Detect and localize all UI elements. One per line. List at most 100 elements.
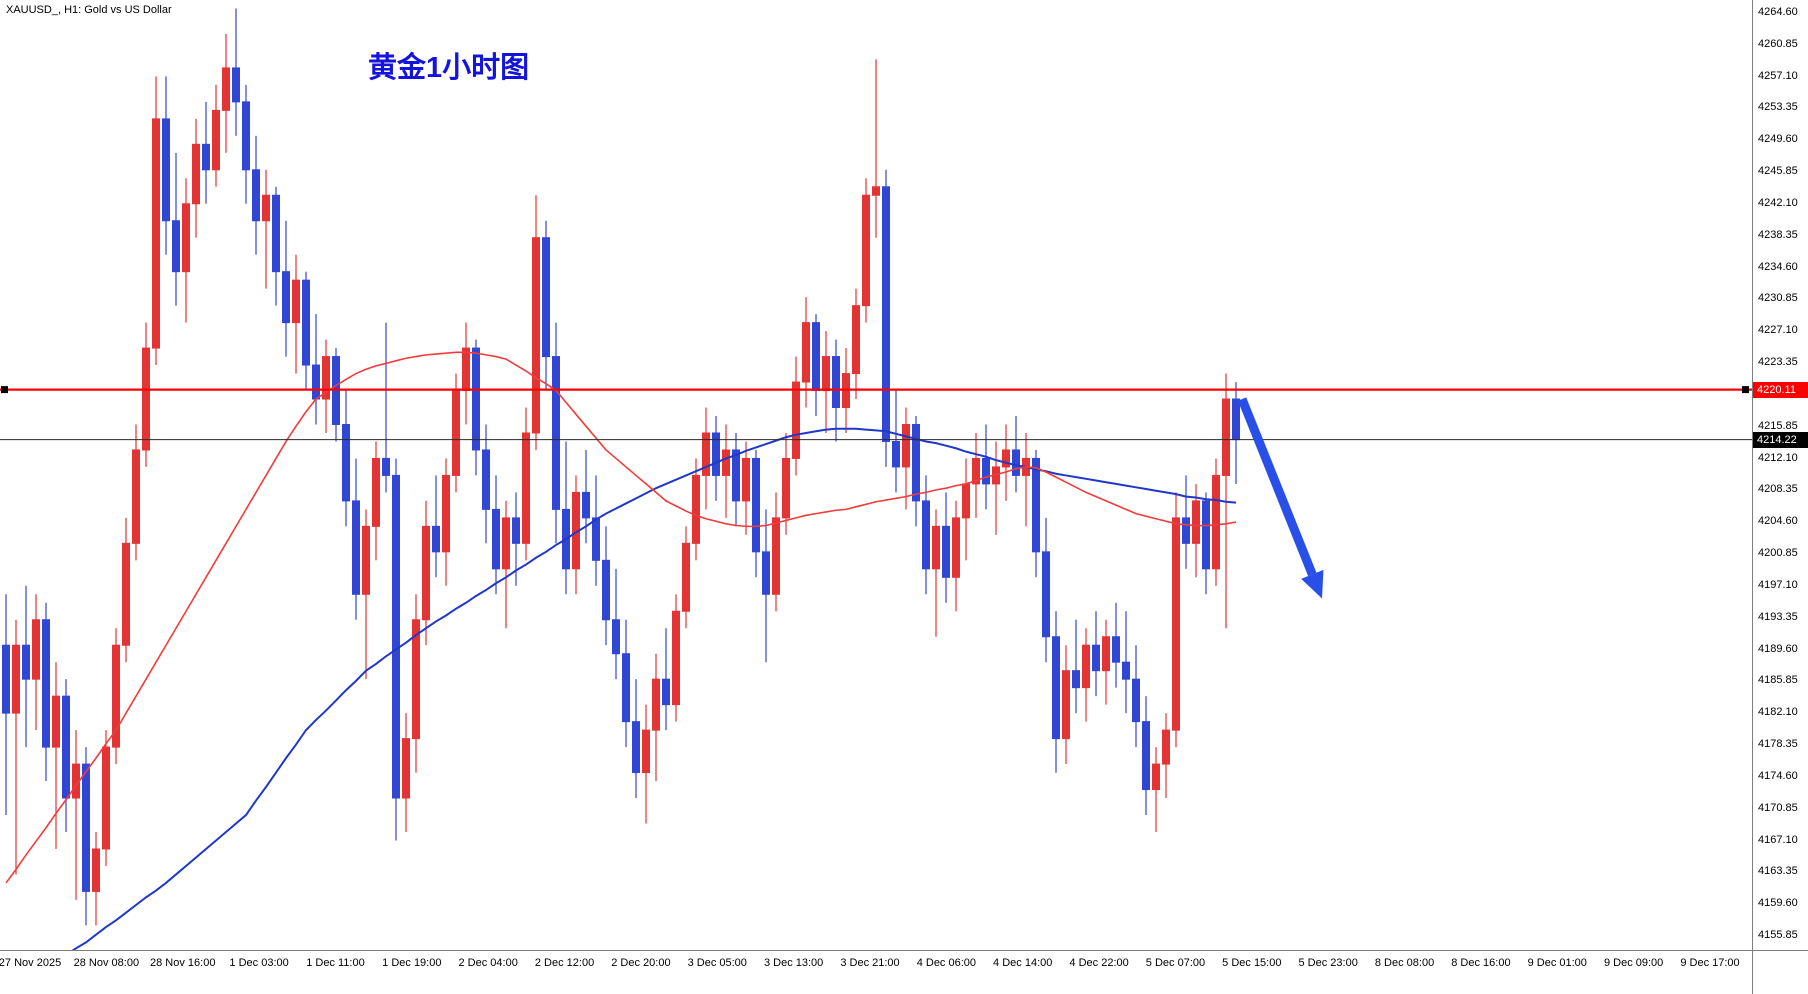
candle-body	[322, 356, 330, 400]
hline-left-anchor[interactable]	[1, 386, 8, 394]
chart-annotation: 黄金1小时图	[368, 52, 530, 84]
candle-body	[432, 525, 440, 553]
price-axis-label: 4182.10	[1758, 706, 1798, 719]
price-axis-label: 4223.35	[1758, 356, 1798, 369]
candle-body	[912, 423, 920, 502]
candle-body	[682, 542, 690, 612]
price-axis-label: 4264.60	[1758, 5, 1798, 18]
candle-body	[412, 619, 420, 740]
price-axis-label: 4212.10	[1758, 451, 1798, 464]
candle-body	[52, 695, 60, 748]
candle-body	[82, 763, 90, 892]
candle-body	[762, 551, 770, 595]
candle-body	[922, 500, 930, 570]
hline-right-anchor[interactable]	[1742, 386, 1749, 394]
price-axis-label: 4230.85	[1758, 292, 1798, 305]
candle-body	[642, 729, 650, 774]
time-axis-label: 8 Dec 08:00	[1374, 957, 1435, 969]
time-axis-label: 27 Nov 2025	[0, 957, 62, 969]
candle-body	[782, 457, 790, 519]
candle-body	[612, 619, 620, 655]
candle-body	[1212, 474, 1220, 570]
time-axis-label: 1 Dec 19:00	[382, 957, 442, 969]
candle-body	[1092, 644, 1100, 672]
candle-body	[852, 305, 860, 375]
candle-body	[442, 474, 450, 553]
candle-body	[862, 194, 870, 307]
price-axis-label: 4260.85	[1758, 37, 1798, 50]
time-axis-label: 5 Dec 15:00	[1222, 957, 1282, 969]
candle-body	[952, 517, 960, 578]
price-axis[interactable]: 4220.11 4214.22 4264.60 4260.85 4257.10 425…	[1752, 0, 1808, 950]
down-arrow-shaft[interactable]	[1237, 397, 1317, 577]
candle-body	[172, 220, 180, 273]
candle-body	[502, 517, 510, 570]
candle-body	[2, 644, 10, 714]
candle-body	[182, 203, 190, 273]
candle-body	[982, 457, 990, 485]
candle-body	[812, 322, 820, 392]
down-arrow-head[interactable]	[1301, 569, 1324, 599]
candle-body	[422, 525, 430, 621]
candle-body	[702, 432, 710, 476]
candle-body	[302, 279, 310, 366]
time-axis-label: 2 Dec 04:00	[458, 957, 518, 969]
price-axis-label: 4163.35	[1758, 865, 1798, 878]
candle-body	[282, 271, 290, 324]
candle-body	[732, 449, 740, 502]
price-axis-label: 4170.85	[1758, 801, 1798, 814]
candle-body	[1142, 721, 1150, 791]
candle-body	[692, 474, 700, 544]
candle-body	[1222, 398, 1230, 476]
price-axis-label: 4227.10	[1758, 324, 1798, 337]
candle-body	[662, 678, 670, 706]
symbol-label: XAUUSD_, H1: Gold vs US Dollar	[6, 4, 172, 16]
candle-body	[252, 169, 260, 222]
time-axis-label: 5 Dec 23:00	[1298, 957, 1358, 969]
candle-body	[272, 194, 280, 273]
candle-body	[932, 525, 940, 570]
price-axis-label: 4234.60	[1758, 260, 1798, 273]
candle-body	[362, 525, 370, 595]
candle-body	[1042, 551, 1050, 638]
candle-body	[482, 449, 490, 510]
chart-plot-area[interactable]: XAUUSD_, H1: Gold vs US Dollar 黄金1小时图	[0, 0, 1752, 950]
candle-body	[352, 500, 360, 595]
candle-body	[382, 457, 390, 476]
candle-body	[802, 322, 810, 383]
time-axis-label: 4 Dec 22:00	[1069, 957, 1129, 969]
hline-price-tag: 4220.11	[1753, 381, 1808, 398]
candle-body	[1152, 763, 1160, 791]
candle-body	[222, 67, 230, 111]
candle-body	[192, 143, 200, 205]
candle-body	[532, 237, 540, 434]
candlestick-chart[interactable]	[0, 0, 1752, 950]
candle-body	[392, 474, 400, 799]
candle-body	[42, 619, 50, 748]
price-axis-label: 4174.60	[1758, 769, 1798, 782]
candle-body	[312, 364, 320, 400]
candle-body	[462, 347, 470, 392]
candle-body	[1082, 644, 1090, 689]
candle-body	[822, 356, 830, 392]
candle-body	[752, 457, 760, 553]
price-axis-label: 4178.35	[1758, 738, 1798, 751]
time-axis-label: 3 Dec 21:00	[840, 957, 900, 969]
time-axis[interactable]: 27 Nov 2025 28 Nov 08:00 28 Nov 16:00 1 Dec…	[0, 950, 1752, 994]
price-axis-label: 4238.35	[1758, 228, 1798, 241]
candle-body	[542, 237, 550, 358]
candle-body	[492, 508, 500, 570]
time-axis-label: 2 Dec 20:00	[611, 957, 671, 969]
price-axis-label: 4249.60	[1758, 133, 1798, 146]
time-axis-label: 5 Dec 07:00	[1145, 957, 1206, 969]
candle-body	[372, 457, 380, 527]
candle-body	[872, 186, 880, 196]
candle-body	[1112, 636, 1120, 663]
price-axis-label: 4189.60	[1758, 642, 1798, 655]
time-axis-label: 9 Dec 01:00	[1527, 957, 1587, 969]
candle-body	[1162, 729, 1170, 765]
candle-body	[1182, 517, 1190, 544]
price-axis-label: 4200.85	[1758, 547, 1798, 560]
candle-body	[12, 644, 20, 714]
